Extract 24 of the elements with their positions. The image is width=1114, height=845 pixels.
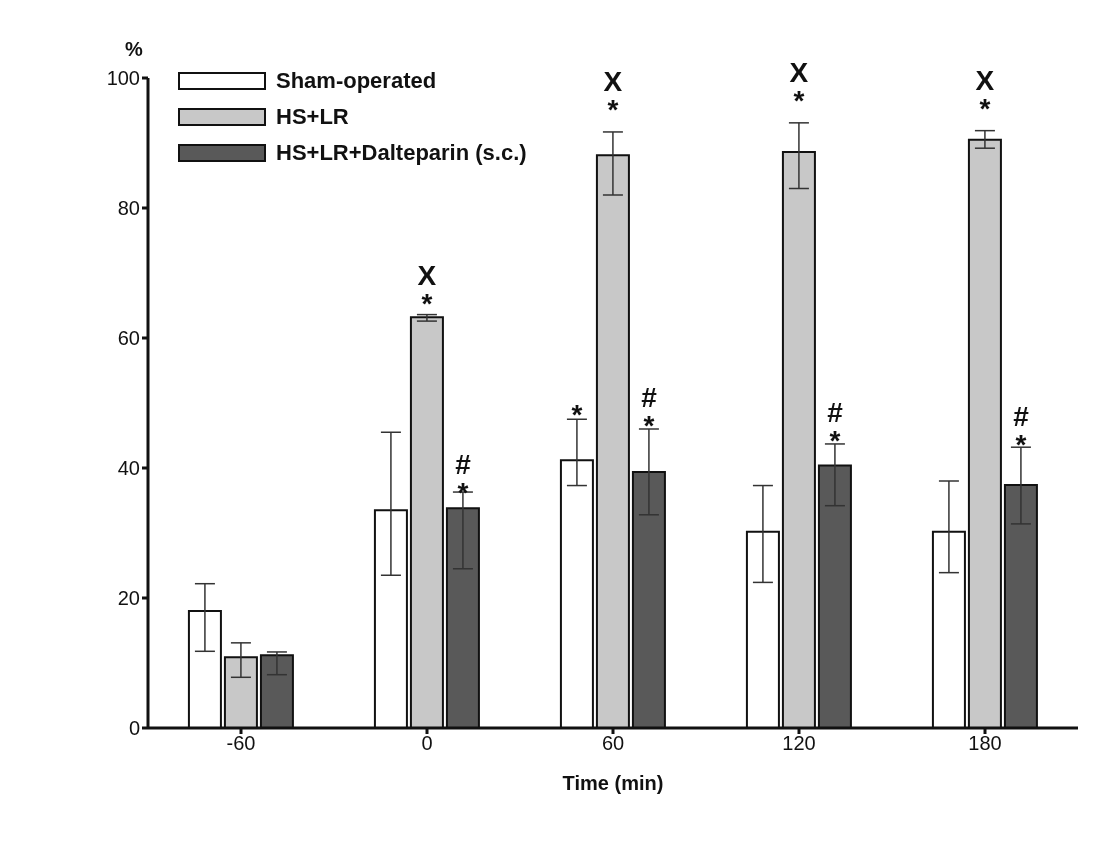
x-axis-title: Time (min) xyxy=(562,772,664,794)
y-tick-label: 40 xyxy=(117,457,140,480)
x-tick-label: 120 xyxy=(782,732,816,755)
data-label: X * xyxy=(789,56,809,116)
legend-label: HS+LR xyxy=(276,104,349,130)
data-label: X * xyxy=(417,260,437,320)
y-tick-label: 0 xyxy=(128,717,140,740)
y-tick-label: 80 xyxy=(117,197,140,220)
y-tick-label: 60 xyxy=(117,327,140,350)
legend-label: Sham-operated xyxy=(276,68,437,94)
data-label: X * xyxy=(603,66,623,126)
data-label: X * xyxy=(975,64,995,124)
y-axis-title: % xyxy=(125,38,144,60)
x-tick-label: 60 xyxy=(601,732,625,755)
data-label: # * xyxy=(1013,400,1030,460)
x-tick-label: 180 xyxy=(968,732,1002,755)
x-tick-label: 0 xyxy=(421,732,433,755)
data-label: * xyxy=(571,399,583,431)
y-tick-label: 20 xyxy=(117,587,140,610)
legend-label: HS+LR+Dalteparin (s.c.) xyxy=(276,140,527,166)
y-tick-label: 100 xyxy=(106,67,140,90)
x-tick-label: -60 xyxy=(226,732,256,755)
data-label: # * xyxy=(641,381,658,441)
data-label: # * xyxy=(827,397,844,457)
